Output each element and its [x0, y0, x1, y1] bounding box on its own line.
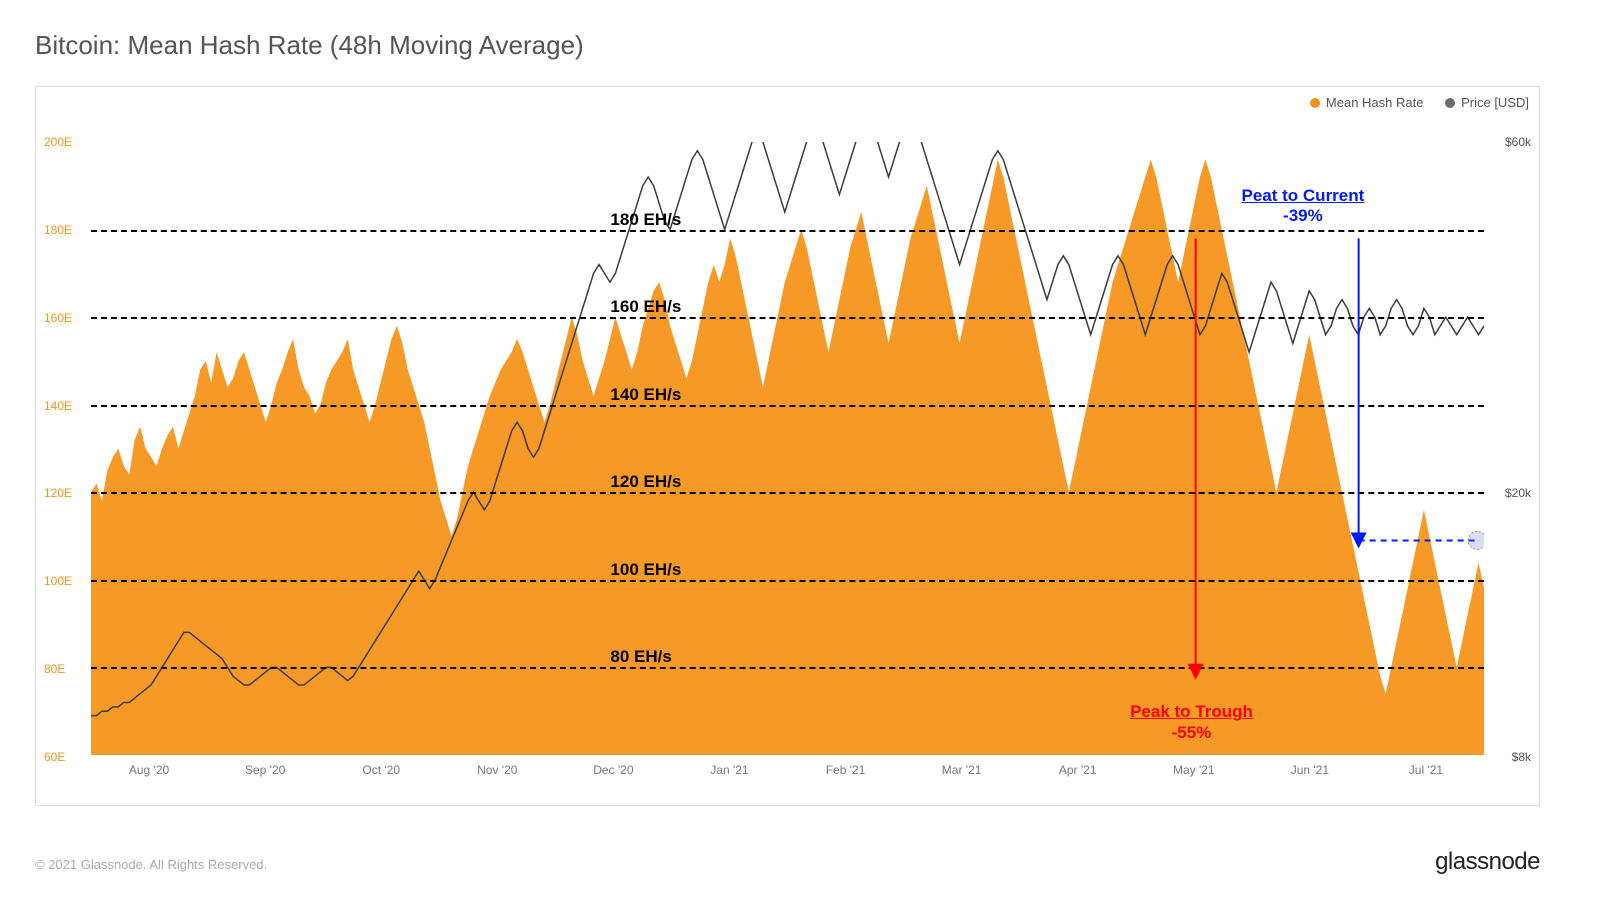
ref-line	[91, 667, 1484, 669]
legend-price-label: Price [USD]	[1461, 95, 1529, 110]
plot-area: 80 EH/s 100 EH/s 120 EH/s 140 EH/s 160 EH/s 1…	[91, 142, 1484, 755]
x-tick: Jun '21	[1291, 763, 1329, 777]
y-left-tick: 140E	[44, 399, 72, 413]
ref-line	[91, 492, 1484, 494]
x-tick: Jan '21	[710, 763, 748, 777]
x-tick: Oct '20	[362, 763, 400, 777]
ref-label: 140 EH/s	[606, 385, 685, 405]
y-left-tick: 80E	[44, 662, 65, 676]
y-left-tick: 60E	[44, 750, 65, 764]
ref-label: 180 EH/s	[606, 210, 685, 230]
price-line	[91, 142, 1484, 755]
y-right-tick: $20k	[1505, 486, 1531, 500]
x-tick: Mar '21	[942, 763, 982, 777]
x-tick: Jul '21	[1409, 763, 1443, 777]
legend-hash-label: Mean Hash Rate	[1326, 95, 1424, 110]
legend: Mean Hash Rate Price [USD]	[1292, 95, 1529, 111]
ref-line	[91, 580, 1484, 582]
ref-label: 160 EH/s	[606, 297, 685, 317]
chart-title: Bitcoin: Mean Hash Rate (48h Moving Aver…	[35, 30, 1540, 61]
x-tick: Nov '20	[477, 763, 517, 777]
y-left-tick: 100E	[44, 574, 72, 588]
x-tick: Feb '21	[826, 763, 866, 777]
x-tick: May '21	[1173, 763, 1215, 777]
legend-hash: Mean Hash Rate	[1310, 95, 1424, 110]
brand-logo: glassnode	[1435, 848, 1540, 876]
ref-line	[91, 230, 1484, 232]
ref-label: 120 EH/s	[606, 472, 685, 492]
x-tick: Aug '20	[129, 763, 169, 777]
legend-hash-swatch	[1310, 98, 1320, 108]
ref-label: 100 EH/s	[606, 560, 685, 580]
legend-price: Price [USD]	[1445, 95, 1529, 110]
ref-line	[91, 317, 1484, 319]
y-right-tick: $8k	[1512, 750, 1531, 764]
ref-line	[91, 405, 1484, 407]
legend-price-swatch	[1445, 98, 1455, 108]
y-left-tick: 180E	[44, 223, 72, 237]
y-left-tick: 120E	[44, 486, 72, 500]
annotation: Peat to Current-39%	[1242, 186, 1365, 227]
copyright: © 2021 Glassnode. All Rights Reserved.	[35, 857, 267, 872]
y-right-tick: $60k	[1505, 135, 1531, 149]
y-left-tick: 200E	[44, 135, 72, 149]
x-tick: Sep '20	[245, 763, 285, 777]
annotation: Peak to Trough-55%	[1130, 702, 1253, 743]
x-tick: Apr '21	[1059, 763, 1097, 777]
footer: © 2021 Glassnode. All Rights Reserved. g…	[35, 848, 1540, 876]
y-left-tick: 160E	[44, 311, 72, 325]
ref-label: 80 EH/s	[606, 647, 675, 667]
x-tick: Dec '20	[593, 763, 633, 777]
chart-frame: Mean Hash Rate Price [USD] 80 EH/s 100 EH…	[35, 86, 1540, 806]
